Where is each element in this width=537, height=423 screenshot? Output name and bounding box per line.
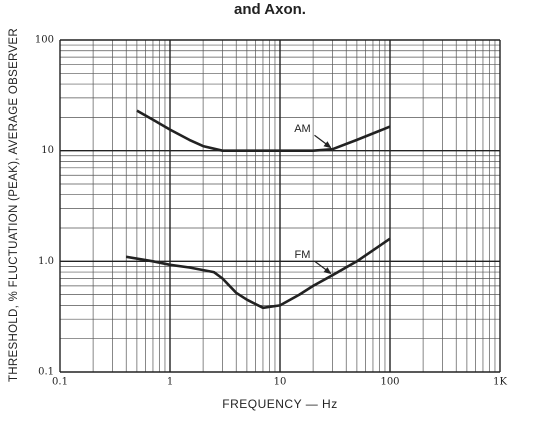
y-axis-label: THRESHOLD, % FLUCTUATION (PEAK), AVERAGE…: [8, 28, 20, 382]
arrow-head: [323, 267, 332, 275]
y-tick-label: 1.0: [38, 256, 54, 267]
series-line: [136, 109, 391, 152]
chart-title: and Axon.: [234, 1, 306, 18]
x-tick-label: 10: [274, 377, 287, 388]
x-axis-label: FREQUENCY — Hz: [222, 397, 337, 411]
y-tick-label: 10: [41, 145, 54, 156]
x-tick-label: 0.1: [52, 377, 68, 388]
y-tick-label: 0.1: [38, 367, 54, 378]
y-tick-label: 100: [35, 35, 54, 46]
series-line: [125, 237, 391, 310]
series-label: AM: [294, 123, 311, 135]
x-tick-label: 1K: [493, 377, 507, 388]
x-tick-label: 1: [167, 377, 173, 388]
arrow-head: [323, 141, 332, 149]
x-tick-label: 100: [380, 377, 399, 388]
series-label: FM: [295, 249, 311, 261]
